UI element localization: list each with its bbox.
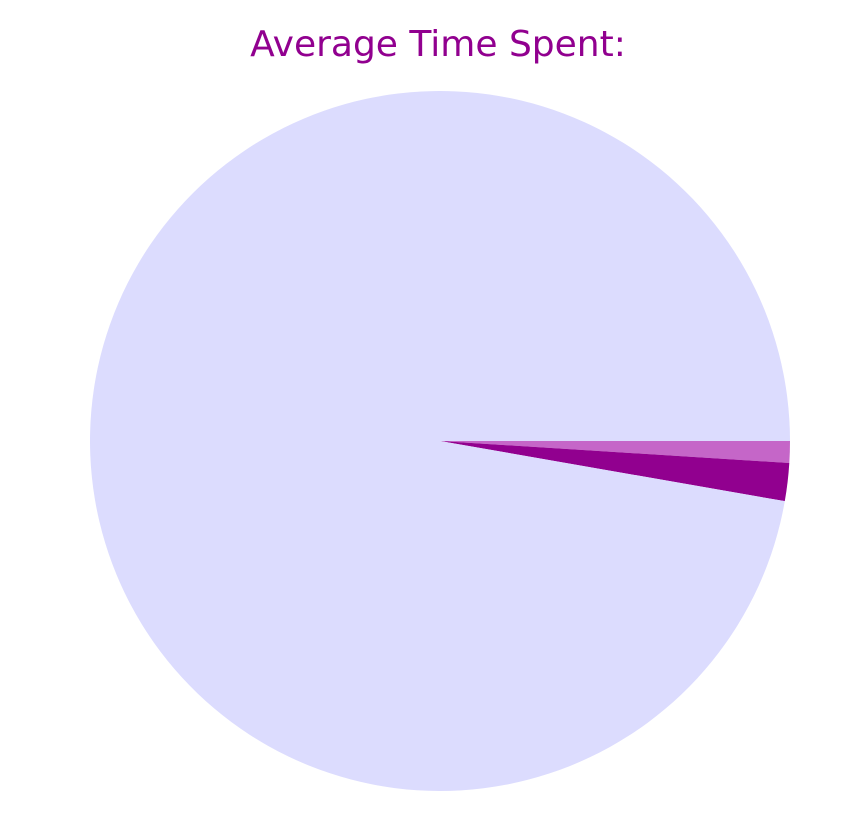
pie-slice-1 <box>440 441 790 463</box>
pie-slice-2 <box>440 441 790 502</box>
pie-slices <box>90 90 791 791</box>
chart-title: Average Time Spent: <box>250 24 626 65</box>
pie-slice-3 <box>90 90 791 791</box>
